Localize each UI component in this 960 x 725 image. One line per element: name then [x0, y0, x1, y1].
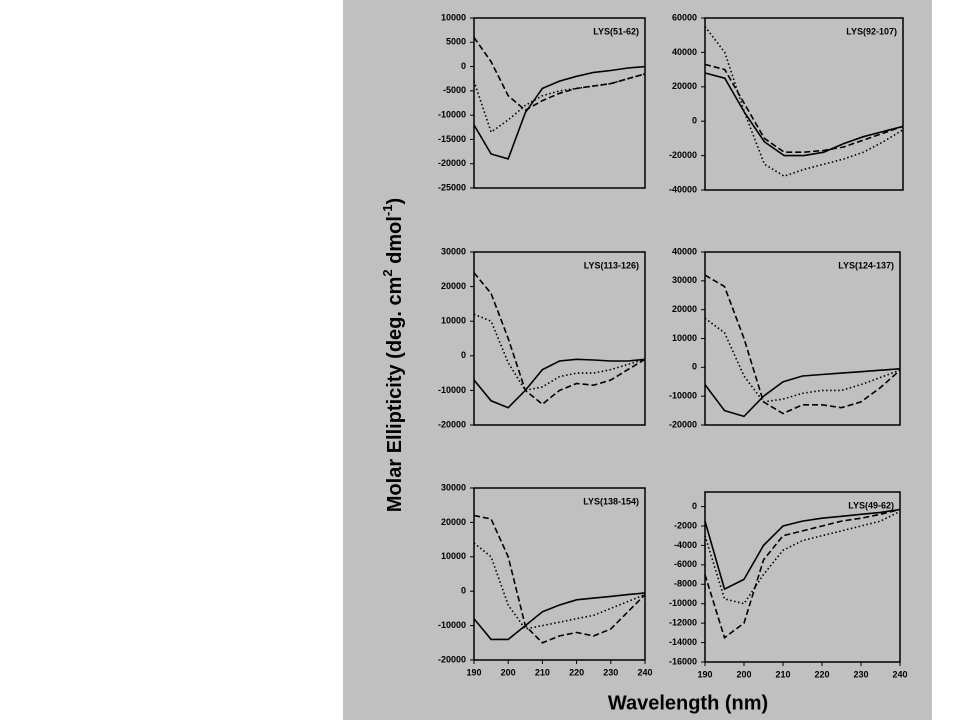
- curve: [704, 368, 901, 418]
- y-tick-label: 10000: [672, 333, 697, 343]
- x-tick-label: 230: [853, 669, 868, 679]
- x-tick-label: 200: [736, 669, 751, 679]
- x-tick-label: 230: [603, 667, 618, 677]
- curve: [704, 63, 904, 153]
- curve: [473, 358, 646, 409]
- y-tick-label: 20000: [672, 304, 697, 314]
- y-tick-label: 30000: [441, 482, 466, 492]
- y-tick-label: 10000: [441, 316, 466, 326]
- y-tick-label: 0: [461, 586, 466, 596]
- curve: [473, 514, 646, 644]
- x-tick-label: 220: [569, 667, 584, 677]
- y-tick-label: -12000: [669, 618, 697, 628]
- curve: [704, 508, 901, 591]
- y-tick-label: 60000: [672, 12, 697, 22]
- curve: [473, 542, 646, 630]
- y-tick-label: -8000: [674, 579, 697, 589]
- x-tick-label: 240: [637, 667, 652, 677]
- y-tick-label: 0: [461, 61, 466, 71]
- panel-title: LYS(51-62): [593, 26, 639, 36]
- curve: [704, 510, 901, 605]
- curve: [704, 26, 904, 178]
- x-tick-label: 240: [892, 669, 907, 679]
- panel-title: LYS(49-62): [848, 500, 894, 510]
- y-tick-label: 40000: [672, 47, 697, 57]
- x-axis-label: Wavelength (nm): [608, 692, 768, 714]
- y-label-sup: -1: [380, 204, 395, 216]
- curve: [704, 508, 901, 640]
- y-tick-label: 0: [692, 501, 697, 511]
- panel-title: LYS(138-154): [583, 496, 639, 506]
- y-tick-label: -25000: [438, 182, 466, 192]
- y-tick-label: -14000: [669, 637, 697, 647]
- plot-frame: [473, 17, 646, 189]
- curve: [704, 72, 904, 157]
- y-tick-label: -16000: [669, 656, 697, 666]
- y-label-part: Molar Ellipticity (deg. cm: [384, 277, 406, 513]
- curve: [473, 36, 646, 112]
- y-tick-label: 0: [692, 362, 697, 372]
- y-tick-label: -40000: [669, 184, 697, 194]
- y-tick-label: -2000: [674, 520, 697, 530]
- x-tick-label: 190: [466, 667, 481, 677]
- y-tick-label: -15000: [438, 134, 466, 144]
- y-tick-label: 20000: [441, 517, 466, 527]
- y-tick-label: -5000: [443, 85, 466, 95]
- y-tick-label: -20000: [438, 158, 466, 168]
- y-label-sup: 2: [380, 269, 395, 276]
- y-tick-label: -10000: [669, 391, 697, 401]
- x-tick-label: 210: [775, 669, 790, 679]
- y-tick-label: -4000: [674, 540, 697, 550]
- y-tick-label: 30000: [441, 246, 466, 256]
- y-tick-label: -20000: [438, 419, 466, 429]
- y-label-part: ): [384, 198, 406, 205]
- y-tick-label: -10000: [438, 620, 466, 630]
- curve: [473, 65, 646, 160]
- y-tick-label: 0: [461, 350, 466, 360]
- plot-frame: [473, 487, 646, 661]
- x-tick-label: 210: [535, 667, 550, 677]
- plot-frame: [704, 17, 904, 191]
- y-tick-label: -6000: [674, 559, 697, 569]
- y-tick-label: 30000: [672, 275, 697, 285]
- y-tick-label: 5000: [446, 37, 466, 47]
- curve: [704, 274, 901, 415]
- panel-title: LYS(113-126): [584, 260, 639, 270]
- y-tick-label: -10000: [438, 385, 466, 395]
- y-tick-label: -20000: [669, 419, 697, 429]
- x-tick-label: 190: [697, 669, 712, 679]
- y-axis-label: Molar Ellipticity (deg. cm2 dmol-1): [380, 198, 406, 512]
- y-tick-label: 10000: [441, 551, 466, 561]
- y-tick-label: 20000: [441, 281, 466, 291]
- curve: [473, 73, 646, 134]
- y-tick-label: 0: [692, 116, 697, 126]
- panel-title: LYS(124-137): [838, 260, 894, 270]
- curve: [473, 272, 646, 406]
- curve: [473, 592, 646, 641]
- y-tick-label: 40000: [672, 246, 697, 256]
- y-label-part: dmol: [384, 216, 406, 269]
- x-tick-label: 200: [501, 667, 516, 677]
- panel-title: LYS(92-107): [846, 26, 897, 36]
- y-tick-label: 20000: [672, 81, 697, 91]
- curve: [704, 317, 901, 403]
- x-tick-label: 220: [814, 669, 829, 679]
- y-tick-label: -10000: [669, 598, 697, 608]
- curve: [473, 313, 646, 392]
- y-tick-label: -20000: [669, 150, 697, 160]
- y-tick-label: 10000: [441, 12, 466, 22]
- y-tick-label: -10000: [438, 110, 466, 120]
- y-tick-label: -20000: [438, 654, 466, 664]
- plot-frame: [473, 251, 646, 426]
